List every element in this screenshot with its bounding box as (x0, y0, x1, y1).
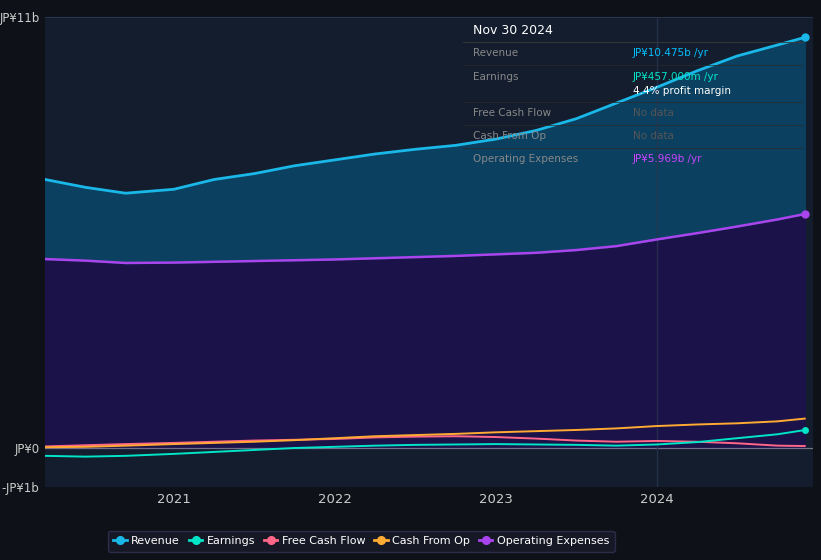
Text: Free Cash Flow: Free Cash Flow (473, 108, 552, 118)
Text: JP¥10.475b /yr: JP¥10.475b /yr (633, 48, 709, 58)
Text: JP¥457.000m /yr: JP¥457.000m /yr (633, 72, 719, 82)
Bar (45, 17, 813, 487)
Text: No data: No data (633, 108, 674, 118)
Text: Earnings: Earnings (473, 72, 519, 82)
Text: Operating Expenses: Operating Expenses (473, 155, 579, 165)
Text: Nov 30 2024: Nov 30 2024 (473, 24, 553, 37)
Text: No data: No data (633, 132, 674, 141)
Text: Cash From Op: Cash From Op (473, 132, 546, 141)
Legend: Revenue, Earnings, Free Cash Flow, Cash From Op, Operating Expenses: Revenue, Earnings, Free Cash Flow, Cash … (108, 530, 615, 552)
Text: 4.4% profit margin: 4.4% profit margin (633, 86, 731, 96)
Text: Revenue: Revenue (473, 48, 518, 58)
Text: JP¥5.969b /yr: JP¥5.969b /yr (633, 155, 703, 165)
